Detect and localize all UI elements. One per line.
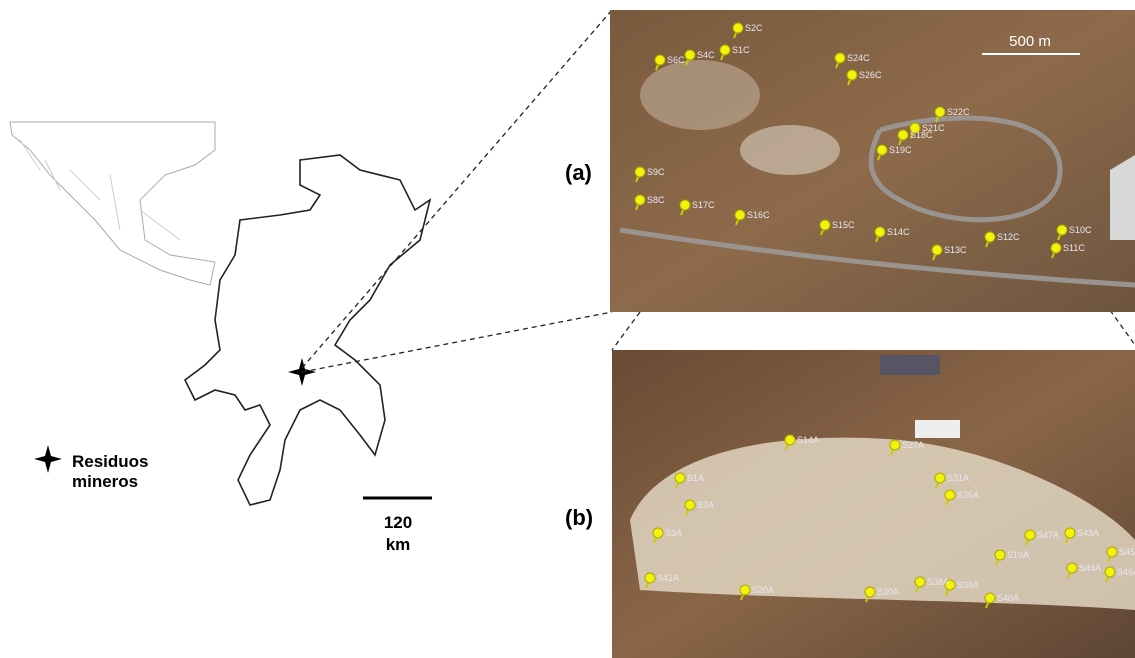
panel-label: (b)	[565, 505, 593, 530]
site-label: S20A	[752, 585, 774, 595]
site-label: S47A	[1037, 530, 1059, 540]
site-label: S13C	[944, 245, 967, 255]
site-label: S14C	[887, 227, 910, 237]
pin-head	[680, 200, 690, 210]
pin-head	[820, 220, 830, 230]
pin-head	[720, 45, 730, 55]
pin-head	[847, 70, 857, 80]
site-label: S46A	[1117, 567, 1135, 577]
pin-head	[635, 167, 645, 177]
site-label: S19C	[889, 145, 912, 155]
site-label: S6C	[667, 55, 685, 65]
pin-head	[685, 500, 695, 510]
site-label: S27A	[902, 440, 924, 450]
site-label: S10C	[1069, 225, 1092, 235]
pin-head	[1051, 243, 1061, 253]
site-label: S1A	[687, 473, 704, 483]
mexico-map	[10, 122, 215, 285]
site-label: S39A	[957, 580, 979, 590]
building	[1110, 155, 1135, 240]
tailings-area	[740, 125, 840, 175]
pin-head	[740, 585, 750, 595]
legend-label: Residuos mineros	[72, 452, 153, 491]
site-label: S16C	[747, 210, 770, 220]
image-scale-label: 500 m	[1009, 33, 1051, 50]
panel-label: (a)	[565, 160, 592, 185]
pin-head	[985, 593, 995, 603]
scale-value: 120	[384, 513, 412, 532]
site-label: S19A	[1007, 550, 1029, 560]
tailings-area	[640, 60, 760, 130]
pin-head	[945, 490, 955, 500]
pin-head	[890, 440, 900, 450]
site-label: S24C	[847, 53, 870, 63]
site-label: S38A	[927, 577, 949, 587]
pin-head	[675, 473, 685, 483]
site-label: S9C	[647, 167, 665, 177]
pin-head	[865, 587, 875, 597]
pin-head	[1057, 225, 1067, 235]
pin-head	[985, 232, 995, 242]
pin-head	[655, 55, 665, 65]
pin-head	[915, 577, 925, 587]
site-label: S45A	[1119, 547, 1135, 557]
site-label: S12C	[997, 232, 1020, 242]
site-label: S3A	[665, 528, 682, 538]
pin-head	[785, 435, 795, 445]
pin-head	[1107, 547, 1117, 557]
building	[915, 420, 960, 438]
site-label: S22C	[947, 107, 970, 117]
pin-head	[733, 23, 743, 33]
pin-head	[635, 195, 645, 205]
site-label: S4C	[697, 50, 715, 60]
pin-head	[653, 528, 663, 538]
pin-head	[735, 210, 745, 220]
site-label: S44A	[1079, 563, 1101, 573]
pin-head	[995, 550, 1005, 560]
site-label: S42A	[657, 573, 679, 583]
site-label: S15C	[832, 220, 855, 230]
site-label: S8C	[647, 195, 665, 205]
pin-head	[1067, 563, 1077, 573]
pin-head	[1065, 528, 1075, 538]
durango-outline	[185, 155, 430, 505]
pin-head	[1025, 530, 1035, 540]
pin-head	[645, 573, 655, 583]
site-label: S2A	[697, 500, 714, 510]
site-label: S35A	[957, 490, 979, 500]
site-label: S17C	[692, 200, 715, 210]
pin-head	[935, 107, 945, 117]
site-label: S14A	[797, 435, 819, 445]
site-label: S1C	[732, 45, 750, 55]
pin-head	[835, 53, 845, 63]
site-label: S11C	[1063, 243, 1085, 253]
building	[880, 355, 940, 375]
site-label: S30A	[877, 587, 899, 597]
pin-head	[898, 130, 908, 140]
figure: Residuos mineros 120 km (a) (b) 500 m S1…	[0, 0, 1135, 658]
pin-head	[1105, 567, 1115, 577]
site-label: S26C	[859, 70, 882, 80]
pin-head	[935, 473, 945, 483]
site-label: S2C	[745, 23, 763, 33]
pin-head	[877, 145, 887, 155]
pin-head	[932, 245, 942, 255]
site-label: S43A	[1077, 528, 1099, 538]
legend-marker	[34, 445, 62, 473]
scale-unit: km	[386, 535, 411, 554]
site-label: S18C	[910, 130, 933, 140]
site-label: S31A	[947, 473, 969, 483]
pin-head	[685, 50, 695, 60]
pin-head	[875, 227, 885, 237]
site-label: S40A	[997, 593, 1019, 603]
